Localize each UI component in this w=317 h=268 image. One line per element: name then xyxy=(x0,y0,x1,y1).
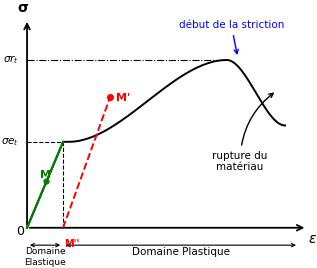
Text: $\sigma r_t$: $\sigma r_t$ xyxy=(3,54,19,66)
Text: rupture du
matériau: rupture du matériau xyxy=(212,93,273,172)
Text: M: M xyxy=(40,170,50,180)
Text: 0: 0 xyxy=(16,225,24,238)
Text: M'': M'' xyxy=(64,239,80,249)
Text: Domaine
Elastique: Domaine Elastique xyxy=(24,247,66,267)
Text: $\sigma e_t$: $\sigma e_t$ xyxy=(1,136,19,148)
Text: M': M' xyxy=(116,93,130,103)
Text: Domaine Plastique: Domaine Plastique xyxy=(132,247,230,257)
Text: début de la striction: début de la striction xyxy=(179,20,284,54)
Text: σ: σ xyxy=(17,1,28,15)
Text: ε: ε xyxy=(308,232,316,246)
